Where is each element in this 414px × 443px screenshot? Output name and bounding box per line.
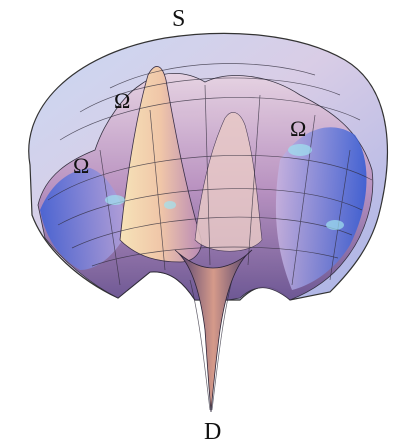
label-top-s: S	[172, 6, 185, 32]
highlights	[105, 144, 344, 230]
label-omega-left: Ω	[73, 153, 89, 178]
funnel-spike	[174, 249, 253, 413]
label-omega-right: Ω	[290, 116, 306, 141]
peak-inner	[194, 112, 263, 252]
label-omega-mid: Ω	[114, 88, 130, 113]
peak-central	[119, 66, 202, 263]
ridge-left	[40, 168, 130, 270]
label-bottom-d: D	[204, 419, 221, 443]
ridge-right	[275, 127, 367, 290]
mesh-grid	[47, 63, 373, 411]
